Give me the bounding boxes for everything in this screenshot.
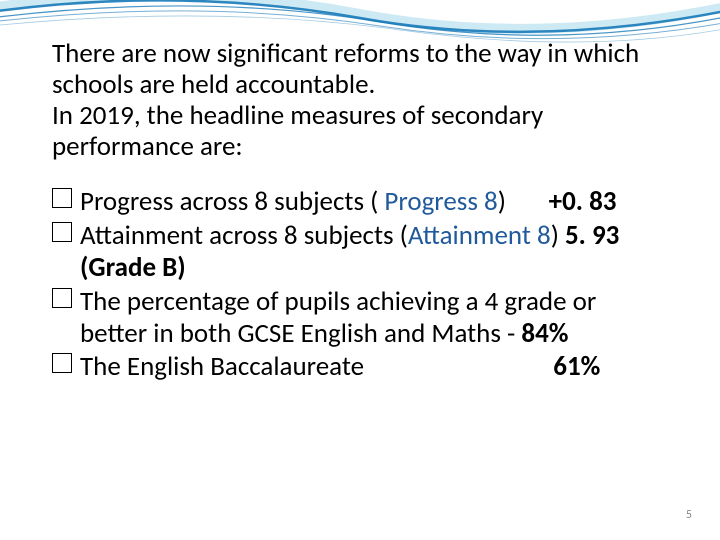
- square-bullet-icon: [52, 188, 72, 208]
- bullet-text: Attainment across 8 subjects (Attainment…: [80, 219, 619, 284]
- bullet-english-maths: The percentage of pupils achieving a 4 g…: [52, 286, 666, 350]
- value-progress-8: +0. 83: [549, 185, 617, 218]
- slide-content: There are now significant reforms to the…: [52, 38, 666, 385]
- intro-line-2: In 2019, the headline measures of second…: [52, 99, 543, 163]
- bullet-list: Progress across 8 subjects ( Progress 8)…: [52, 186, 666, 383]
- value-ebacc: 61%: [553, 350, 600, 383]
- intro-line-1: There are now significant reforms to the…: [52, 37, 639, 101]
- square-bullet-icon: [52, 353, 72, 373]
- bullet-text: The percentage of pupils achieving a 4 g…: [80, 285, 596, 350]
- bullet-ebacc: The English Baccalaureate 61%: [52, 351, 666, 383]
- square-bullet-icon: [52, 288, 72, 308]
- bullet-text: Progress across 8 subjects ( Progress 8)…: [80, 185, 616, 218]
- bullet-attainment-8: Attainment across 8 subjects (Attainment…: [52, 220, 666, 284]
- square-bullet-icon: [52, 222, 72, 242]
- value-english-maths: 84%: [521, 317, 568, 350]
- bullet-text: The English Baccalaureate 61%: [80, 350, 600, 383]
- bullet-progress-8: Progress across 8 subjects ( Progress 8)…: [52, 186, 666, 218]
- page-number: 5: [686, 508, 692, 522]
- intro-text: There are now significant reforms to the…: [52, 38, 666, 162]
